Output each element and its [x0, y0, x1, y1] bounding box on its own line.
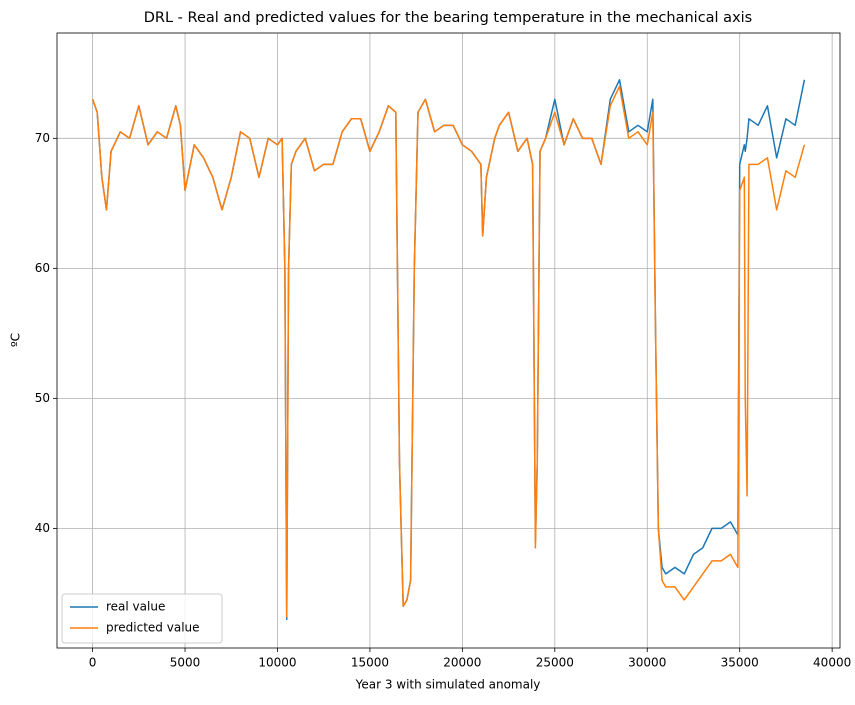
legend-label: real value — [106, 600, 165, 614]
x-tick-label: 5000 — [170, 656, 201, 670]
legend-box — [61, 593, 223, 644]
x-tick-label: 30000 — [628, 656, 666, 670]
y-tick-label: 40 — [35, 521, 50, 535]
legend-label: predicted value — [106, 621, 200, 635]
x-tick-label: 15000 — [351, 656, 389, 670]
x-tick-label: 40000 — [813, 656, 851, 670]
chart-title: DRL - Real and predicted values for the … — [144, 10, 752, 26]
y-tick-label: 70 — [35, 131, 50, 145]
series-line — [91, 85, 806, 618]
x-tick-label: 10000 — [258, 656, 296, 670]
x-axis-label: Year 3 with simulated anomaly — [355, 678, 541, 692]
series-line — [91, 79, 806, 621]
x-tick-label: 35000 — [721, 656, 759, 670]
x-tick-label: 20000 — [443, 656, 481, 670]
x-tick-label: 25000 — [536, 656, 574, 670]
y-tick-label: 60 — [35, 261, 50, 275]
plot-frame — [56, 32, 841, 649]
x-tick-label: 0 — [89, 656, 97, 670]
y-axis-label: ºC — [9, 333, 23, 347]
y-tick-label: 50 — [35, 391, 50, 405]
